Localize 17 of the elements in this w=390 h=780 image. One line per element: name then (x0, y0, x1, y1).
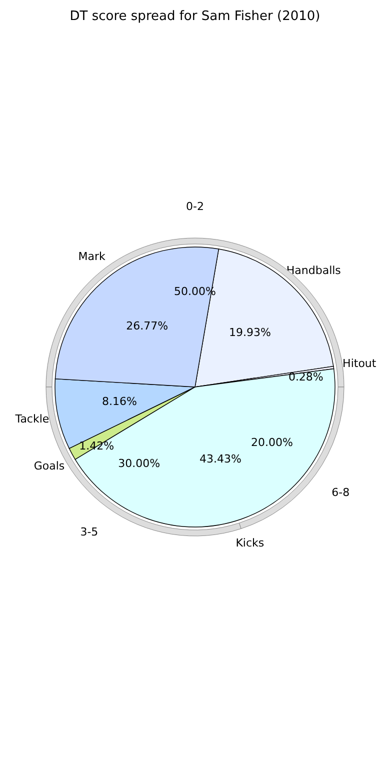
slice-label: Kicks (236, 536, 264, 550)
data-label: 43.43% (199, 452, 242, 466)
slice-label: Mark (78, 250, 106, 263)
slice-label: 3-5 (80, 526, 98, 539)
data-label: 30.00% (118, 457, 160, 470)
slice-label: 6-8 (332, 486, 350, 499)
data-label: 0.28% (288, 370, 324, 384)
slice-label: Handballs (286, 264, 342, 277)
data-label: 26.77% (126, 320, 168, 333)
slice-label: Goals (34, 459, 65, 472)
data-label: 19.93% (229, 326, 272, 340)
chart-title: DT score spread for Sam Fisher (2010) (70, 9, 320, 24)
slice-label: Hitout (342, 356, 377, 370)
data-label: 20.00% (251, 436, 293, 449)
slice-label: Tackle (14, 412, 50, 426)
slice-label: 0-2 (186, 200, 204, 213)
data-label: 8.16% (102, 395, 137, 408)
